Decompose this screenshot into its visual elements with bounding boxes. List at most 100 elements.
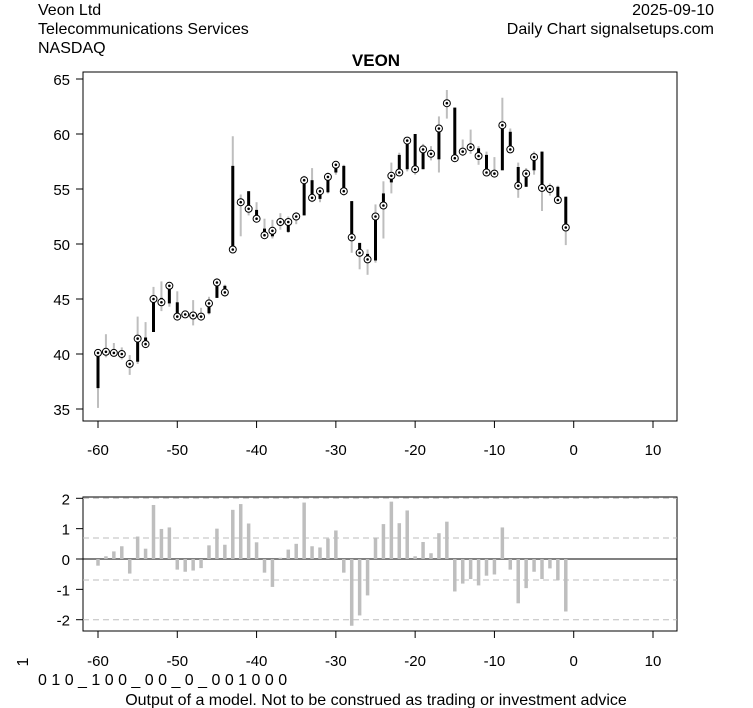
- close-dot: [191, 314, 195, 317]
- close-dot: [429, 152, 433, 156]
- close-dot: [556, 198, 560, 202]
- close-dot: [508, 148, 512, 151]
- y-tick-label: 35: [53, 402, 70, 419]
- close-dot: [175, 315, 179, 318]
- company-name: Veon Ltd: [38, 2, 102, 19]
- close-dot: [183, 313, 187, 316]
- close-dot: [477, 154, 480, 158]
- close-dot: [199, 315, 203, 318]
- disclaimer: Output of a model. Not to be construed a…: [125, 692, 627, 708]
- close-dot: [374, 215, 377, 218]
- y-tick-label: 65: [53, 72, 70, 89]
- close-dot: [524, 172, 528, 175]
- signal-string: 0 1 0 _ 1 0 0 _ 0 0 _ 0 _ 0 0 1 0 0 0: [38, 672, 287, 689]
- y-tick-label: 45: [53, 292, 70, 309]
- x-tick-label: 0: [570, 442, 578, 459]
- close-dot: [160, 301, 163, 304]
- close-dot: [564, 226, 568, 229]
- x-tick-label: 10: [645, 653, 662, 670]
- y-tick-label: 55: [53, 182, 70, 199]
- x-tick-label: -20: [404, 653, 426, 670]
- chart-source: Daily Chart signalsetups.com: [506, 21, 714, 38]
- close-dot: [453, 156, 457, 160]
- close-dot: [271, 229, 274, 233]
- close-dot: [350, 236, 354, 239]
- x-tick-label: -30: [325, 653, 347, 670]
- close-dot: [540, 186, 544, 190]
- x-tick-label: -40: [246, 653, 268, 670]
- x-tick-label: -60: [87, 653, 109, 670]
- close-dot: [485, 171, 488, 174]
- x-tick-label: -30: [325, 442, 347, 459]
- close-dot: [445, 101, 449, 105]
- close-dot: [413, 167, 417, 171]
- chart-title: VEON: [352, 51, 400, 70]
- close-dot: [493, 172, 496, 175]
- close-dot: [516, 184, 520, 187]
- close-dot: [437, 127, 441, 130]
- y-tick-label: 50: [53, 237, 70, 254]
- close-dot: [461, 150, 465, 153]
- close-dot: [334, 163, 338, 167]
- close-dot: [136, 337, 139, 340]
- close-dot: [207, 302, 211, 305]
- close-dot: [152, 297, 155, 301]
- close-dot: [302, 178, 306, 182]
- close-dot: [342, 189, 346, 193]
- close-dot: [263, 233, 266, 237]
- close-dot: [382, 204, 385, 207]
- x-tick-label: -10: [484, 653, 506, 670]
- close-dot: [310, 196, 314, 200]
- y-tick-label: 1: [62, 522, 70, 539]
- x-tick-label: -40: [246, 442, 268, 459]
- close-dot: [358, 251, 361, 255]
- y-tick-label: 40: [53, 347, 70, 364]
- close-dot: [405, 139, 409, 142]
- close-dot: [239, 200, 243, 204]
- close-dot: [318, 189, 322, 193]
- exchange-label: NASDAQ: [38, 40, 106, 57]
- chart-date: 2025-09-10: [632, 2, 714, 19]
- signal-plot-frame: [82, 496, 678, 632]
- close-dot: [215, 281, 219, 284]
- y-tick-label: 60: [53, 127, 70, 144]
- close-dot: [255, 217, 258, 220]
- close-dot: [231, 248, 235, 251]
- x-tick-label: -50: [166, 442, 188, 459]
- y-tick-label: 2: [62, 491, 70, 508]
- x-tick-label: -50: [166, 653, 188, 670]
- x-tick-label: -20: [404, 442, 426, 459]
- y-tick-label: -2: [57, 613, 70, 630]
- close-dot: [294, 215, 298, 218]
- close-dot: [286, 220, 290, 224]
- y-tick-label: -1: [57, 582, 70, 599]
- y-tick-label: 0: [62, 552, 70, 569]
- x-tick-label: -10: [484, 442, 506, 459]
- rotated-label: 1: [15, 657, 32, 666]
- close-dot: [390, 174, 393, 178]
- close-dot: [326, 175, 330, 179]
- close-dot: [96, 351, 100, 355]
- close-dot: [421, 148, 425, 151]
- close-dot: [366, 258, 369, 261]
- close-dot: [120, 352, 124, 356]
- close-dot: [247, 207, 250, 211]
- close-dot: [112, 351, 116, 355]
- close-dot: [501, 123, 504, 127]
- close-dot: [279, 220, 282, 224]
- price-plot-frame: [82, 71, 678, 422]
- x-tick-label: 10: [645, 442, 662, 459]
- close-dot: [397, 171, 401, 174]
- close-dot: [223, 291, 227, 294]
- x-tick-label: -60: [87, 442, 109, 459]
- close-dot: [469, 145, 472, 149]
- close-dot: [104, 350, 108, 354]
- x-tick-label: 0: [570, 653, 578, 670]
- sector-label: Telecommunications Services: [38, 21, 249, 38]
- close-dot: [128, 362, 132, 366]
- close-dot: [168, 284, 171, 288]
- close-dot: [548, 187, 552, 191]
- close-dot: [532, 155, 536, 159]
